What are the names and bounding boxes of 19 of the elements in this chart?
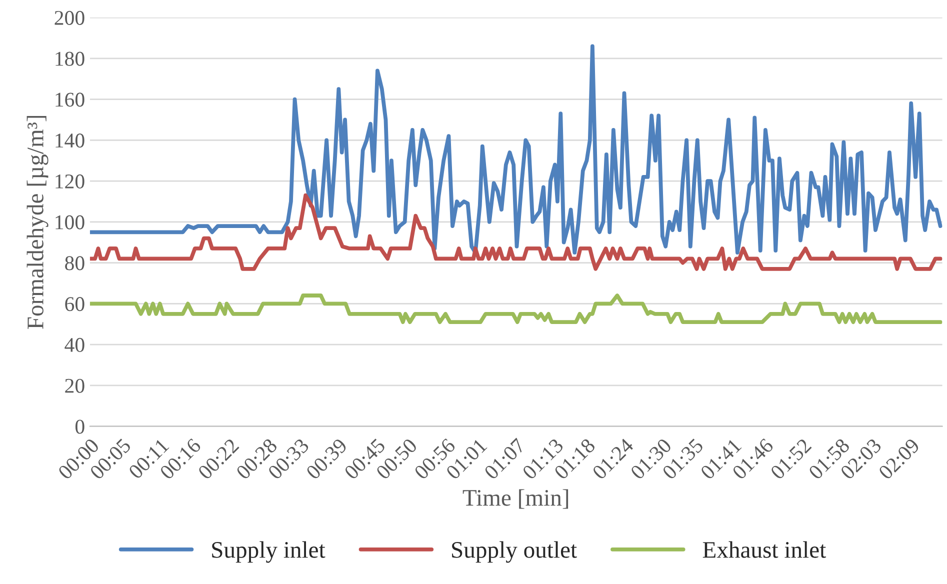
y-tick-label: 140 xyxy=(56,134,84,148)
line-series xyxy=(90,44,942,255)
y-tick-label: 0 xyxy=(75,420,84,434)
y-tick-label: 160 xyxy=(56,92,84,107)
line-series xyxy=(90,193,942,271)
y-tick-label: 100 xyxy=(56,215,84,230)
y-tick-label: 200 xyxy=(54,10,84,25)
legend-label: Exhaust inlet xyxy=(702,541,826,558)
y-tick-label: 120 xyxy=(56,174,84,188)
y-tick-label: 60 xyxy=(65,297,84,312)
y-tick-label: 40 xyxy=(64,338,84,352)
legend-label: Supply outlet xyxy=(452,541,577,563)
y-tick-label: 180 xyxy=(56,52,84,66)
x-axis-title: Time [min] xyxy=(462,489,568,509)
y-tick-label: 80 xyxy=(65,256,84,270)
y-tick-label: 20 xyxy=(65,378,84,393)
line-series xyxy=(90,294,942,324)
legend-label: Supply inlet xyxy=(212,541,326,563)
y-axis-title: Formaldehyde [µg/m³] xyxy=(26,116,48,329)
